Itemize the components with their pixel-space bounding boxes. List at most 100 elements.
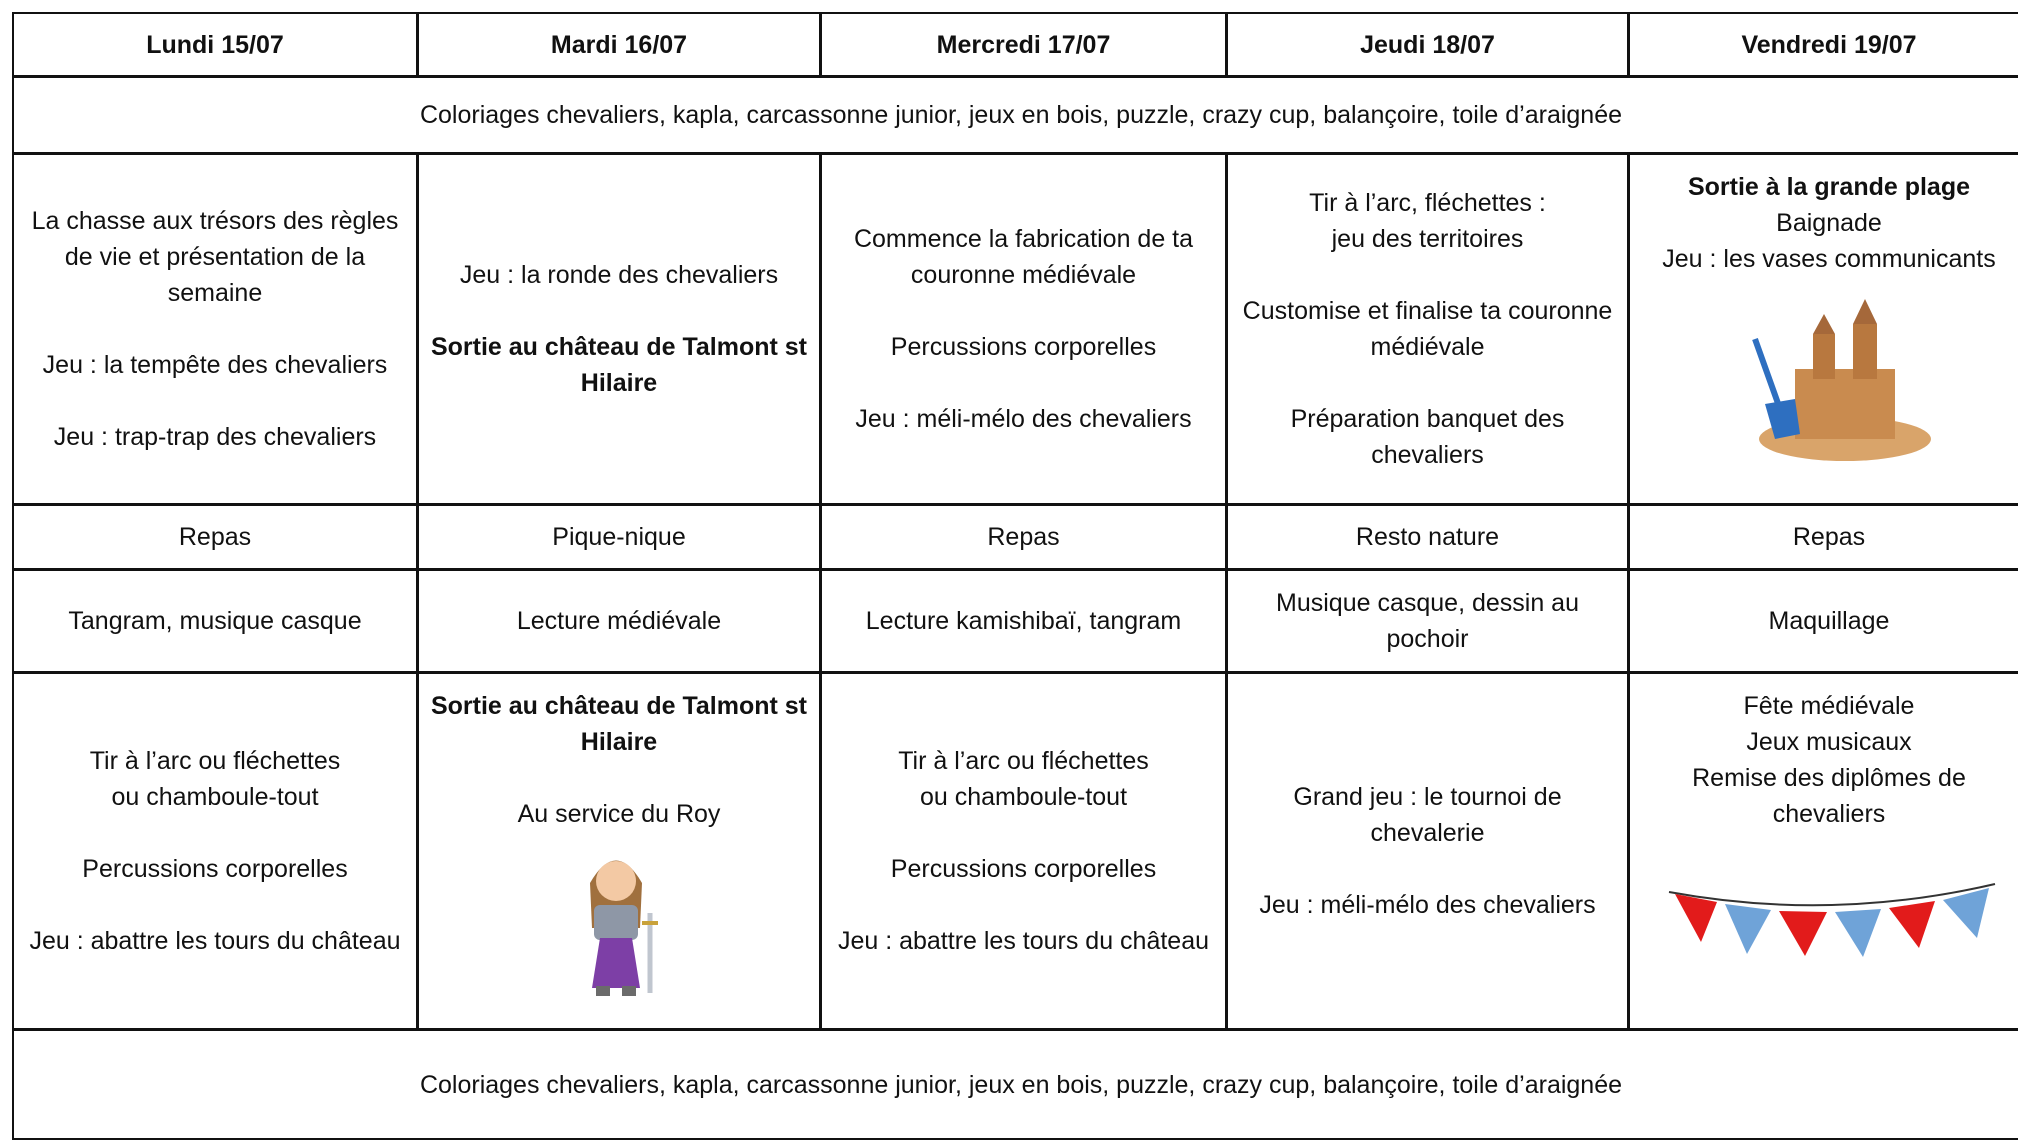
cell-paragraph: Coloriages chevaliers, kapla, carcassonn… [420,97,1622,133]
cell-paragraph: Jeu : abattre les tours du château [29,923,400,959]
page-body: Lundi 15/07 Mardi 16/07 Mercredi 17/07 Jeud… [12,12,2018,1140]
table-cell: Jeu : la ronde des chevaliers Sortie au c… [417,153,821,505]
cell-text: Remise des diplômes de chevaliers [1692,764,1966,828]
cell-text: Coloriages chevaliers, kapla, carcassonn… [419,1070,1623,1099]
cell-text: Sortie à la grande plage [1687,173,1970,201]
cell-text: Préparation banquet des chevaliers [1290,405,1565,469]
table-cell: Commence la fabrication de ta couronne m… [820,153,1227,505]
cell-text: Tir à l’arc ou fléchettes [898,747,1149,775]
cell-paragraph: Tir à l’arc, fléchettes : jeu des territo… [1309,185,1546,257]
cell-paragraph: Tir à l’arc ou fléchettes ou chamboule-to… [90,743,341,815]
cell-paragraph: Tir à l’arc ou fléchettes ou chamboule-to… [898,743,1149,815]
cell-paragraph: Fête médiévale Jeux musicaux Remise des di… [1640,688,2018,832]
table-cell: Grand jeu : le tournoi de chevalerie Jeu … [1226,672,1629,1030]
cell-paragraph: Sortie à la grande plage Baignade Jeu : le… [1662,169,1995,277]
cell-paragraph: Préparation banquet des chevaliers [1238,401,1617,473]
day-header: Mardi 16/07 [417,12,821,77]
cell-paragraph: Repas [179,519,251,555]
cell-paragraph: Percussions corporelles [891,851,1156,887]
planning-table: Lundi 15/07 Mardi 16/07 Mercredi 17/07 Jeud… [12,12,2018,1140]
table-cell: Fête médiévale Jeux musicaux Remise des di… [1628,672,2018,1030]
day-header: Vendredi 19/07 [1628,12,2018,77]
table-cell: Coloriages chevaliers, kapla, carcassonn… [12,76,2018,154]
cell-text: Lecture kamishibaï, tangram [865,607,1182,635]
cell-paragraph: Jeu : méli-mélo des chevaliers [1259,887,1595,923]
cell-paragraph: Repas [987,519,1059,555]
cell-paragraph: Pique-nique [552,519,685,555]
cell-text: Baignade [1776,209,1882,237]
cell-paragraph: Customise et finalise ta couronne médiév… [1238,293,1617,365]
cell-paragraph: Jeu : la tempête des chevaliers [43,347,388,383]
sandcastle-image [1752,299,1931,461]
cell-text: jeu des territoires [1331,225,1524,253]
cell-paragraph: Jeu : la ronde des chevaliers [460,257,778,293]
cell-text: Jeu : la tempête des chevaliers [42,351,388,379]
table-cell: Tangram, musique casque [12,569,418,673]
cell-text: Pique-nique [552,523,686,551]
cell-paragraph: La chasse aux trésors des règles de vie … [24,203,406,311]
cell-paragraph: Percussions corporelles [82,851,347,887]
cell-text: Au service du Roy [517,800,721,828]
cell-paragraph: Coloriages chevaliers, kapla, carcassonn… [420,1067,1622,1103]
cell-text: Musique casque, dessin au pochoir [1276,589,1579,653]
cell-text: Tir à l’arc, fléchettes : [1309,189,1546,217]
cell-text: Jeu : méli-mélo des chevaliers [1259,891,1596,919]
cell-text: Jeu : abattre les tours du château [837,927,1210,955]
table-cell: Tir à l’arc ou fléchettes ou chamboule-to… [12,672,418,1030]
cell-text: Maquillage [1768,607,1890,635]
cell-paragraph: Lecture kamishibaï, tangram [866,603,1181,639]
bunting-image [1668,883,1996,957]
table-cell: La chasse aux trésors des règles de vie … [12,153,418,505]
day-header: Lundi 15/07 [12,12,418,77]
cell-text: Percussions corporelles [890,333,1157,361]
page: Planning {"header": {"days": ["Lundi 15/… [12,12,2018,1140]
cell-text: La chasse aux trésors des règles de vie … [31,207,399,307]
cell-text: Sortie au château de Talmont st Hilaire [430,333,807,397]
table-cell: Repas [12,504,418,570]
cell-text: Commence la fabrication de ta couronne m… [853,225,1194,289]
cell-paragraph: Jeu : trap-trap des chevaliers [54,419,376,455]
table-cell: Repas [820,504,1227,570]
table-cell: Resto nature [1226,504,1629,570]
table-cell: Lecture médiévale [417,569,821,673]
table-cell: Musique casque, dessin au pochoir [1226,569,1629,673]
cell-paragraph: Sortie au château de Talmont st Hilaire [429,329,809,401]
cell-paragraph: Sortie au château de Talmont st Hilaire [429,688,809,760]
cell-paragraph: Percussions corporelles [891,329,1156,365]
table-cell: Sortie à la grande plage Baignade Jeu : le… [1628,153,2018,505]
cell-paragraph: Commence la fabrication de ta couronne m… [832,221,1215,293]
cell-paragraph: Jeu : abattre les tours du château [838,923,1209,959]
cell-text: Jeu : méli-mélo des chevaliers [855,405,1192,433]
cell-text: Coloriages chevaliers, kapla, carcassonn… [419,101,1623,129]
table-cell: Lecture kamishibaï, tangram [820,569,1227,673]
cell-text: Repas [178,523,252,551]
cell-text: Tir à l’arc ou fléchettes [89,747,341,775]
table-cell: Maquillage [1628,569,2018,673]
day-header: Jeudi 18/07 [1226,12,1629,77]
cell-text: ou chamboule-tout [111,783,319,811]
cell-text: Jeux musicaux [1746,728,1912,756]
cell-text: ou chamboule-tout [919,783,1128,811]
table-cell: Pique-nique [417,504,821,570]
table-cell: Tir à l’arc ou fléchettes ou chamboule-to… [820,672,1227,1030]
cell-text: Lecture médiévale [516,607,722,635]
cell-text: Percussions corporelles [890,855,1157,883]
cell-text: Jeu : trap-trap des chevaliers [53,423,377,451]
table-cell: Tir à l’arc, fléchettes : jeu des territo… [1226,153,1629,505]
cell-text: Percussions corporelles [82,855,348,883]
cell-text: Jeu : abattre les tours du château [29,927,401,955]
cell-paragraph: Maquillage [1769,603,1890,639]
cell-paragraph: Musique casque, dessin au pochoir [1238,585,1617,657]
cell-text: Sortie au château de Talmont st Hilaire [430,692,807,756]
cell-text: Resto nature [1355,523,1500,551]
cell-text: Grand jeu : le tournoi de chevalerie [1293,783,1562,847]
table-cell: Repas [1628,504,2018,570]
cell-text: Repas [987,523,1060,551]
cell-paragraph: Grand jeu : le tournoi de chevalerie [1238,779,1617,851]
table-cell: Coloriages chevaliers, kapla, carcassonn… [12,1029,2018,1140]
cell-paragraph: Lecture médiévale [517,603,721,639]
cell-text: Jeu : la ronde des chevaliers [459,261,779,289]
cell-text: Tangram, musique casque [68,607,362,635]
cell-paragraph: Tangram, musique casque [68,603,361,639]
day-header: Mercredi 17/07 [820,12,1227,77]
